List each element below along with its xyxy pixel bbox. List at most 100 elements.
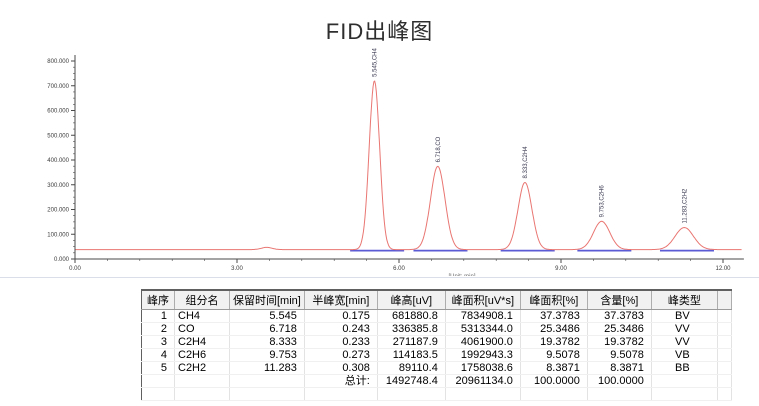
cell: BB bbox=[651, 361, 718, 375]
column-header[interactable]: 含量[%] bbox=[587, 290, 652, 310]
cell bbox=[174, 374, 230, 388]
cell: C2H4 bbox=[174, 335, 230, 349]
cell: 5.545 bbox=[229, 309, 305, 323]
peak-table: 峰序 组分名 保留时间[min] 半峰宽[min] 峰高[uV] 峰面积[uV*s] 峰面积… bbox=[141, 289, 732, 401]
cell: 100.0000 bbox=[587, 374, 652, 388]
column-header[interactable]: 半峰宽[min] bbox=[304, 290, 378, 310]
cell bbox=[717, 322, 732, 336]
cell: BV bbox=[651, 309, 718, 323]
cell: 271187.9 bbox=[377, 335, 446, 349]
y-tick-label: 400.000 bbox=[47, 158, 69, 164]
x-tick-label: 0.00 bbox=[69, 266, 81, 272]
column-header[interactable]: 峰面积[%] bbox=[520, 290, 588, 310]
cell: 0.308 bbox=[304, 361, 378, 375]
y-tick-label: 800.000 bbox=[47, 59, 69, 65]
table-row[interactable]: 2 CO 6.718 0.243 336385.8 5313344.0 25.3486 25.… bbox=[141, 322, 732, 336]
panel-divider bbox=[0, 277, 759, 278]
cell: 1992943.3 bbox=[445, 348, 521, 362]
cell: VV bbox=[651, 335, 718, 349]
cell bbox=[651, 387, 718, 401]
peak-label: 11.283,C2H2 bbox=[682, 188, 688, 224]
cell: C2H6 bbox=[174, 348, 230, 362]
cell: 4 bbox=[141, 348, 175, 362]
peak-label: 8.333,C2H4 bbox=[523, 146, 529, 179]
cell: 37.3783 bbox=[587, 309, 652, 323]
column-header[interactable]: 峰类型 bbox=[651, 290, 718, 310]
peak-label: 9.753,C2H6 bbox=[600, 185, 606, 218]
empty-row[interactable] bbox=[141, 387, 732, 401]
cell: 19.3782 bbox=[520, 335, 588, 349]
peak-table-header: 峰序 组分名 保留时间[min] 半峰宽[min] 峰高[uV] 峰面积[uV*s] 峰面积… bbox=[141, 290, 732, 310]
table-row[interactable]: 4 C2H6 9.753 0.273 114183.5 1992943.3 9.5078 9.… bbox=[141, 348, 732, 362]
column-header[interactable]: 峰面积[uV*s] bbox=[445, 290, 521, 310]
cell bbox=[304, 387, 378, 401]
column-header[interactable]: 峰序 bbox=[141, 290, 175, 310]
table-row[interactable]: 3 C2H4 8.333 0.233 271187.9 4061900.0 19.3782 1… bbox=[141, 335, 732, 349]
cell: 20961134.0 bbox=[445, 374, 521, 388]
cell: 9.5078 bbox=[587, 348, 652, 362]
cell bbox=[229, 374, 305, 388]
cell bbox=[377, 387, 446, 401]
cell: 114183.5 bbox=[377, 348, 446, 362]
y-tick-label: 500.000 bbox=[47, 133, 69, 139]
cell: 总计: bbox=[304, 374, 378, 388]
cell: 1492748.4 bbox=[377, 374, 446, 388]
column-header[interactable]: 组分名 bbox=[174, 290, 230, 310]
column-header[interactable]: 峰高[uV] bbox=[377, 290, 446, 310]
table-row[interactable]: 5 C2H2 11.283 0.308 89110.4 1758038.6 8.3871 8.… bbox=[141, 361, 732, 375]
column-header[interactable] bbox=[717, 290, 732, 310]
cell: C2H2 bbox=[174, 361, 230, 375]
cell: 9.753 bbox=[229, 348, 305, 362]
cell: 1 bbox=[141, 309, 175, 323]
cell: 5313344.0 bbox=[445, 322, 521, 336]
cell: 0.273 bbox=[304, 348, 378, 362]
cell bbox=[141, 387, 175, 401]
cell bbox=[717, 335, 732, 349]
page-title: FID出峰图 bbox=[325, 19, 434, 44]
cell: 5 bbox=[141, 361, 175, 375]
cell: VV bbox=[651, 322, 718, 336]
peak-table-grid: 峰序 组分名 保留时间[min] 半峰宽[min] 峰高[uV] 峰面积[uV*s] 峰面积… bbox=[141, 289, 732, 401]
cell bbox=[717, 374, 732, 388]
fid-trace bbox=[75, 80, 742, 251]
cell: 11.283 bbox=[229, 361, 305, 375]
cell: 9.5078 bbox=[520, 348, 588, 362]
y-tick-label: 300.000 bbox=[47, 183, 69, 189]
cell: 0.233 bbox=[304, 335, 378, 349]
chromatogram-chart: 0.000 100.000 200.000 300.000 400.000 500.000… bbox=[47, 47, 744, 276]
cell: VB bbox=[651, 348, 718, 362]
table-row[interactable]: 1 CH4 5.545 0.175 681880.8 7834908.1 37.3783 37… bbox=[141, 309, 732, 323]
total-row[interactable]: 总计: 1492748.4 20961134.0 100.0000 100.0000 bbox=[141, 374, 732, 388]
y-tick-label: 0.000 bbox=[54, 257, 70, 263]
x-tick-label: 9.00 bbox=[555, 266, 567, 272]
column-header[interactable]: 保留时间[min] bbox=[229, 290, 305, 310]
cell: 89110.4 bbox=[377, 361, 446, 375]
cell bbox=[520, 387, 588, 401]
x-tick-label: 12.00 bbox=[715, 266, 731, 272]
cell: 3 bbox=[141, 335, 175, 349]
cell: 6.718 bbox=[229, 322, 305, 336]
cell: 0.175 bbox=[304, 309, 378, 323]
cell: 25.3486 bbox=[520, 322, 588, 336]
cell bbox=[174, 387, 230, 401]
cell: CH4 bbox=[174, 309, 230, 323]
cell: 8.3871 bbox=[520, 361, 588, 375]
peak-table-body: 1 CH4 5.545 0.175 681880.8 7834908.1 37.3783 37… bbox=[141, 309, 732, 401]
peak-label: 6.718,CO bbox=[436, 136, 442, 162]
cell: 19.3782 bbox=[587, 335, 652, 349]
cell: 37.3783 bbox=[520, 309, 588, 323]
cell: 4061900.0 bbox=[445, 335, 521, 349]
peak-label: 5.545,CH4 bbox=[372, 47, 378, 76]
x-axis-unit-label: [Unit: min] bbox=[448, 274, 475, 276]
cell: 336385.8 bbox=[377, 322, 446, 336]
cell: 8.333 bbox=[229, 335, 305, 349]
y-tick-label: 700.000 bbox=[47, 84, 69, 90]
cell bbox=[717, 387, 732, 401]
cell bbox=[445, 387, 521, 401]
cell bbox=[717, 361, 732, 375]
cell: 0.243 bbox=[304, 322, 378, 336]
y-tick-label: 200.000 bbox=[47, 208, 69, 214]
cell: CO bbox=[174, 322, 230, 336]
cell: 681880.8 bbox=[377, 309, 446, 323]
